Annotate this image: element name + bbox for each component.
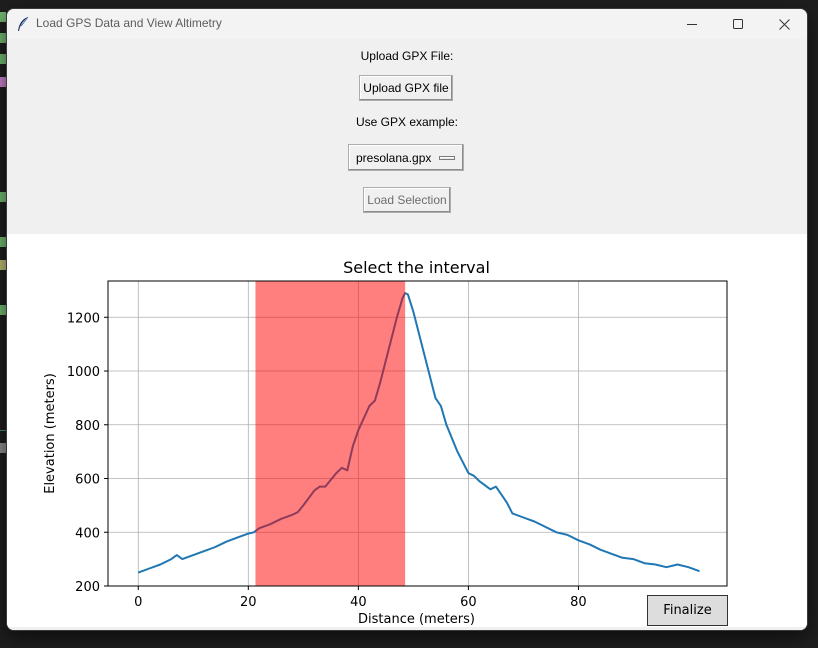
controls-panel: Upload GPX File: Upload GPX file Use GPX…: [7, 39, 807, 234]
x-axis-label: Distance (meters): [358, 612, 475, 627]
background-editor-fragment: [0, 31, 10, 45]
dropdown-indicator-icon: [439, 156, 455, 160]
background-editor-fragment: [0, 52, 10, 66]
elevation-line: [137, 292, 700, 574]
x-tick-label: 20: [240, 595, 257, 610]
minimize-icon: [687, 24, 697, 25]
plot-area: 0 20 40 60 80 200 400 600 800 1000 1200 Select the …: [7, 234, 807, 630]
example-label: Use GPX example:: [355, 115, 459, 129]
y-tick-label: 200: [75, 580, 100, 595]
window-title: Load GPS Data and View Altimetry: [36, 16, 222, 30]
x-tick-label: 0: [134, 595, 142, 610]
background-editor-fragment: [0, 75, 10, 89]
background-editor-fragment: [0, 10, 10, 24]
finalize-button[interactable]: Finalize: [647, 595, 728, 626]
gpx-example-value: presolana.gpx: [356, 151, 432, 165]
y-tick-label: 600: [75, 473, 100, 488]
chart-title: Select the interval: [343, 258, 490, 277]
upload-gpx-button[interactable]: Upload GPX file: [359, 75, 453, 101]
y-tick-label: 800: [75, 419, 100, 434]
upload-label: Upload GPX File:: [360, 49, 454, 63]
selection-span[interactable]: [255, 281, 406, 586]
y-tick-label: 1000: [67, 365, 100, 380]
background-editor-fragment: [0, 441, 10, 455]
axes-frame: [107, 280, 728, 587]
background-editor-fragment: [0, 190, 10, 204]
elevation-chart[interactable]: 0 20 40 60 80 200 400 600 800 1000 1200 Select the …: [7, 234, 807, 630]
background-editor-line: [0, 430, 6, 431]
close-icon: [778, 18, 790, 30]
y-tick-label: 400: [75, 526, 100, 541]
y-tick-label: 1200: [67, 311, 100, 326]
x-tick-label: 40: [350, 595, 367, 610]
background-editor-fragment: [0, 235, 10, 249]
background-editor-fragment: [0, 258, 10, 272]
close-button[interactable]: [761, 9, 807, 39]
y-axis-label: Elevation (meters): [43, 373, 58, 494]
x-tick-label: 80: [570, 595, 587, 610]
maximize-button[interactable]: [715, 9, 761, 39]
minimize-button[interactable]: [669, 9, 715, 39]
title-bar[interactable]: Load GPS Data and View Altimetry: [7, 9, 807, 39]
maximize-icon: [733, 19, 743, 29]
gpx-example-select[interactable]: presolana.gpx: [348, 144, 464, 171]
window-bottom-edge: [7, 627, 807, 630]
app-window: Load GPS Data and View Altimetry Upload …: [7, 9, 807, 630]
feather-icon: [18, 16, 29, 31]
x-tick-label: 60: [460, 595, 477, 610]
load-selection-button[interactable]: Load Selection: [363, 187, 451, 213]
background-editor-fragment: [0, 303, 10, 317]
